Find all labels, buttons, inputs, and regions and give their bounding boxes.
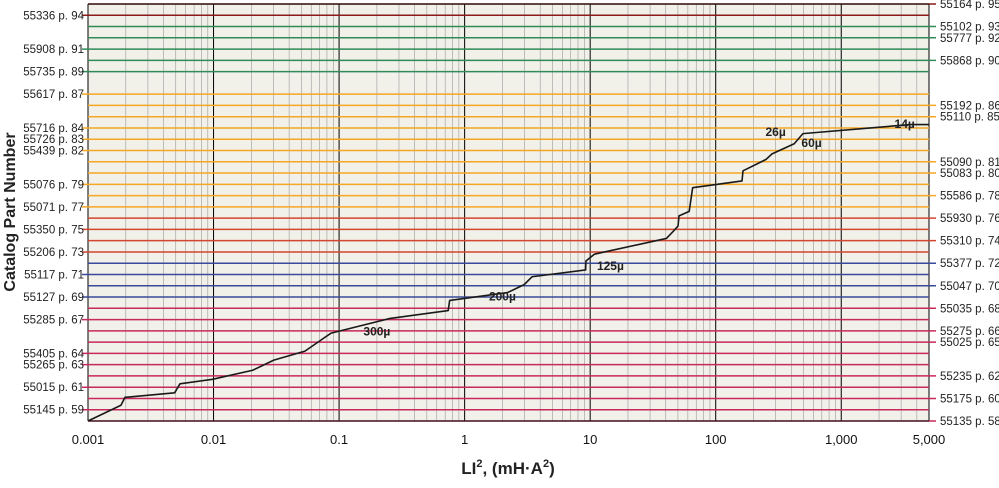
category-label-55145-p-59: 55145 p. 59 — [23, 405, 84, 417]
category-label-55235-p-62: 55235 p. 62 — [940, 371, 999, 383]
x-tick-label-0-1: 0.1 — [330, 432, 348, 447]
x-axis-title: LI2, (mH·A2) — [461, 458, 554, 478]
category-label-55047-p-70: 55047 p. 70 — [940, 281, 999, 293]
category-label-55930-p-76: 55930 p. 76 — [940, 213, 999, 225]
category-label-55076-p-79: 55076 p. 79 — [23, 179, 84, 191]
series-layer — [87, 123, 929, 422]
category-label-55726-p-83: 55726 p. 83 — [23, 134, 84, 146]
annotation-14: 14µ — [895, 117, 915, 131]
category-label-55206-p-73: 55206 p. 73 — [23, 247, 84, 259]
category-label-55405-p-64: 55405 p. 64 — [23, 348, 84, 360]
annotation-125: 125µ — [597, 259, 624, 273]
category-label-55275-p-66: 55275 p. 66 — [940, 326, 999, 338]
category-label-55310-p-74: 55310 p. 74 — [940, 236, 999, 248]
category-label-55377-p-72: 55377 p. 72 — [940, 258, 999, 270]
category-label-55192-p-86: 55192 p. 86 — [940, 100, 999, 112]
category-label-55586-p-78: 55586 p. 78 — [940, 191, 999, 203]
x-tick-label-5-000: 5,000 — [913, 432, 946, 447]
category-label-55135-p-58: 55135 p. 58 — [940, 416, 999, 428]
category-label-55336-p-94: 55336 p. 94 — [23, 10, 84, 22]
category-label-55908-p-91: 55908 p. 91 — [23, 44, 84, 56]
category-label-55285-p-67: 55285 p. 67 — [23, 315, 84, 327]
x-tick-label-1-000: 1,000 — [825, 432, 858, 447]
category-label-55716-p-84: 55716 p. 84 — [23, 123, 84, 135]
category-label-55265-p-63: 55265 p. 63 — [23, 360, 84, 372]
category-label-55164-p-95: 55164 p. 95 — [940, 0, 999, 11]
category-label-55777-p-92: 55777 p. 92 — [940, 33, 999, 45]
x-tick-label-10: 10 — [583, 432, 597, 447]
category-label-55015-p-61: 55015 p. 61 — [23, 382, 84, 394]
x-tick-label-1: 1 — [461, 432, 468, 447]
plot-background — [88, 4, 929, 421]
x-tick-label-0-01: 0.01 — [201, 432, 226, 447]
x-tick-label-0-001: 0.001 — [72, 432, 105, 447]
y-axis-title: Catalog Part Number — [2, 132, 19, 291]
category-label-55025-p-65: 55025 p. 65 — [940, 337, 999, 349]
annotation-200: 200µ — [489, 289, 516, 303]
category-label-55035-p-68: 55035 p. 68 — [940, 303, 999, 315]
x-tick-labels-layer: 0.001 0.01 0.1 1 10 100 1,000 5,000 — [72, 432, 946, 447]
category-label-55110-p-85: 55110 p. 85 — [940, 112, 999, 124]
category-label-55350-p-75: 55350 p. 75 — [23, 224, 84, 236]
category-lines-layer: 55336 p. 94 55735 p. 89 55908 p. 91 55617 p… — [23, 0, 999, 428]
category-label-55117-p-71: 55117 p. 71 — [24, 269, 84, 281]
category-label-55175-p-60: 55175 p. 60 — [940, 393, 999, 405]
annotation-60: 60µ — [801, 136, 821, 150]
annotation-26: 26µ — [765, 125, 785, 139]
category-label-55083-p-80: 55083 p. 80 — [940, 168, 999, 180]
annotations-layer: 14µ 26µ 60µ 125µ 200µ 300µ — [363, 117, 914, 338]
category-label-55735-p-89: 55735 p. 89 — [23, 67, 84, 79]
category-label-55071-p-77: 55071 p. 77 — [23, 202, 84, 214]
series-line-0 — [87, 123, 929, 422]
x-tick-label-100: 100 — [705, 432, 727, 447]
category-label-55102-p-93: 55102 p. 93 — [940, 22, 999, 34]
category-label-55090-p-81: 55090 p. 81 — [940, 157, 999, 169]
annotation-300: 300µ — [363, 324, 390, 338]
category-label-55127-p-69: 55127 p. 69 — [23, 292, 84, 304]
category-label-55617-p-87: 55617 p. 87 — [23, 89, 84, 101]
category-label-55439-p-82: 55439 p. 82 — [23, 146, 84, 158]
category-label-55868-p-90: 55868 p. 90 — [940, 55, 999, 67]
